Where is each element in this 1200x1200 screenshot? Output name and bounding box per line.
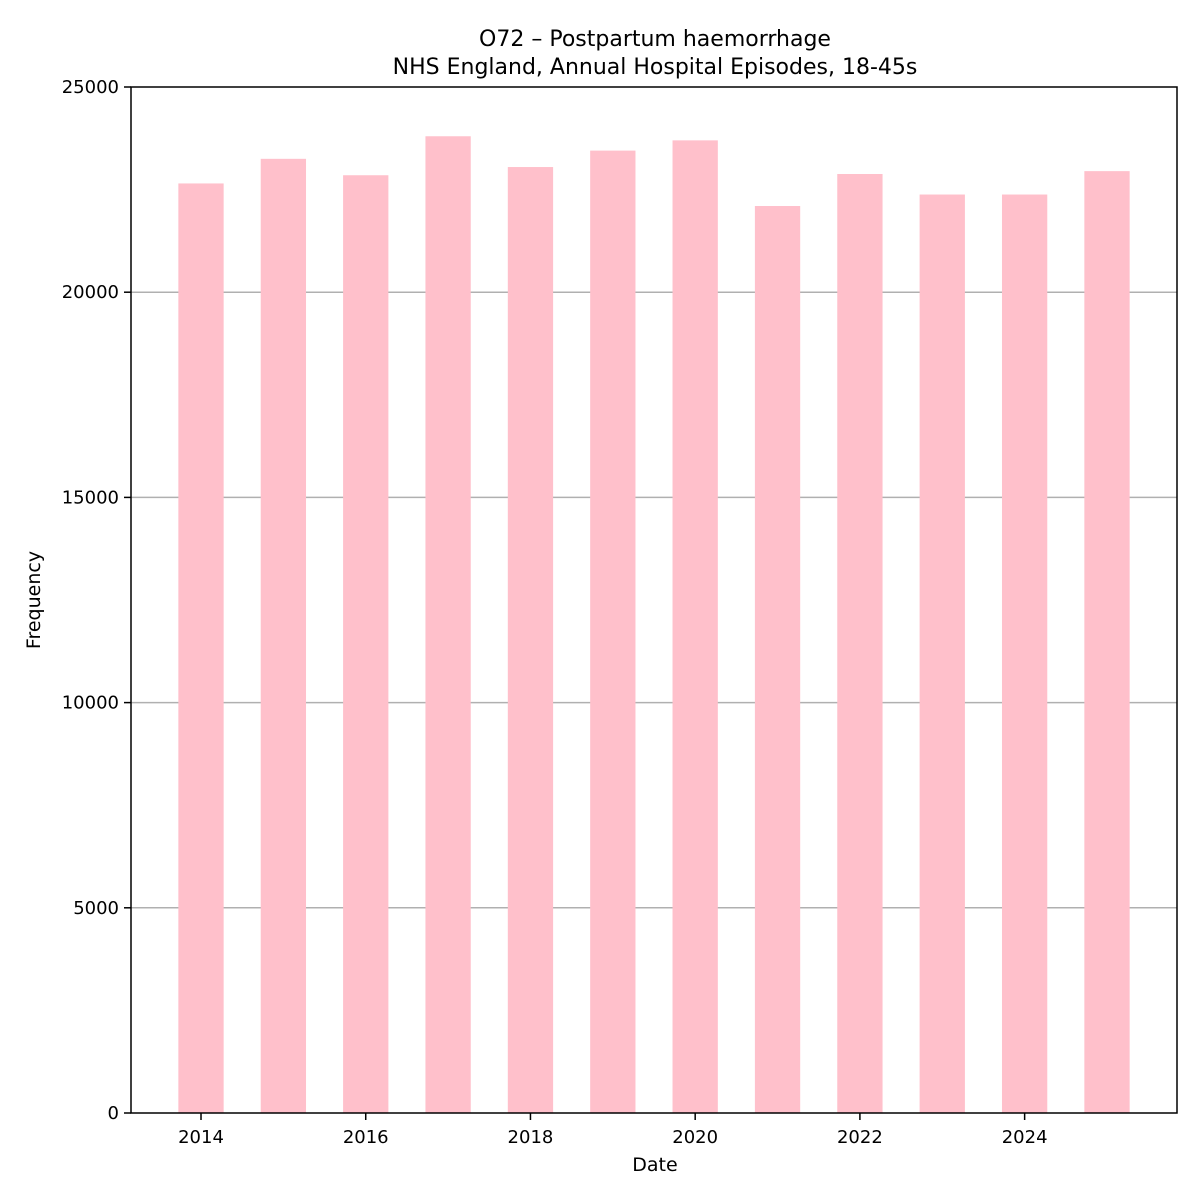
bar-2020 xyxy=(672,140,718,1114)
chart-title: O72 – Postpartum haemorrhage xyxy=(479,27,831,52)
y-tick-label-0: 0 xyxy=(108,1103,119,1124)
bar-2015 xyxy=(260,158,307,1113)
bar-2024 xyxy=(1001,194,1048,1114)
y-tick-label-10000: 10000 xyxy=(62,693,119,714)
x-tick-label-2024: 2024 xyxy=(1002,1127,1048,1148)
bar-2021 xyxy=(754,206,801,1114)
bar-2019 xyxy=(590,150,636,1113)
chart-subtitle: NHS England, Annual Hospital Episodes, 1… xyxy=(393,55,918,80)
bar-2018 xyxy=(507,167,554,1113)
y-tick-label-20000: 20000 xyxy=(62,282,119,303)
y-tick-label-25000: 25000 xyxy=(62,77,119,98)
bars xyxy=(178,136,1130,1114)
bar-2016 xyxy=(343,175,389,1114)
bar-2023 xyxy=(919,194,965,1114)
bar-2017 xyxy=(425,136,471,1114)
bar-2022 xyxy=(837,174,883,1113)
x-tick-label-2018: 2018 xyxy=(508,1127,554,1148)
x-axis-label: Date xyxy=(632,1154,677,1176)
y-axis-ticks: 0 5000 10000 15000 20000 25000 xyxy=(62,77,131,1124)
x-tick-label-2020: 2020 xyxy=(672,1127,718,1148)
y-tick-label-15000: 15000 xyxy=(62,487,119,508)
x-axis-ticks: 2014 2016 2018 2020 2022 2024 xyxy=(178,1113,1048,1148)
y-axis-label: Frequency xyxy=(23,551,45,649)
x-tick-label-2016: 2016 xyxy=(343,1127,389,1148)
bar-2014 xyxy=(178,183,224,1114)
y-tick-label-5000: 5000 xyxy=(73,898,119,919)
x-tick-label-2022: 2022 xyxy=(837,1127,883,1148)
plot-frame xyxy=(130,86,1178,1114)
bar-2025 xyxy=(1084,171,1130,1113)
x-tick-label-2014: 2014 xyxy=(178,1127,224,1148)
